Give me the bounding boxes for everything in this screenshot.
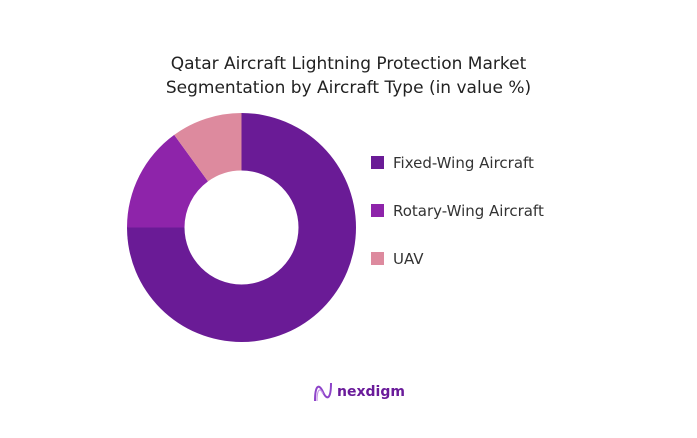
legend-swatch bbox=[371, 204, 384, 217]
legend-item-uav: UAV bbox=[371, 246, 544, 271]
nexdigm-logo: nexdigm bbox=[313, 381, 405, 403]
title-line-2: Segmentation by Aircraft Type (in value … bbox=[165, 78, 532, 98]
legend-label: Fixed-Wing Aircraft bbox=[393, 153, 534, 172]
legend-item-fixed-wing: Fixed-Wing Aircraft bbox=[371, 150, 544, 175]
slice-uav bbox=[174, 113, 242, 182]
chart-title: Qatar Aircraft Lightning Protection Mark… bbox=[0, 52, 697, 100]
title-line-1: Qatar Aircraft Lightning Protection Mark… bbox=[170, 54, 527, 74]
slice-rotary-wing-aircraft bbox=[127, 134, 208, 228]
legend-item-rotary-wing: Rotary-Wing Aircraft bbox=[371, 198, 544, 223]
slice-fixed-wing-aircraft bbox=[127, 113, 356, 342]
legend-label: UAV bbox=[393, 249, 424, 268]
legend-swatch bbox=[371, 252, 384, 265]
legend-label: Rotary-Wing Aircraft bbox=[393, 201, 544, 220]
logo-text: nexdigm bbox=[337, 384, 405, 400]
legend: Fixed-Wing Aircraft Rotary-Wing Aircraft… bbox=[371, 150, 544, 294]
logo-wave-icon bbox=[314, 382, 332, 402]
legend-swatch bbox=[371, 156, 384, 169]
